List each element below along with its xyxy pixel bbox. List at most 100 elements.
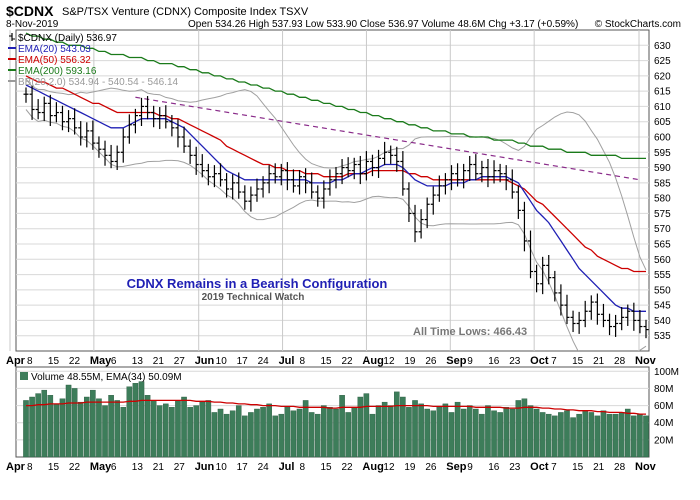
ohlc-bar <box>357 155 363 185</box>
date-tick-label: 12 <box>383 356 395 367</box>
date-tick-label: 27 <box>174 356 186 367</box>
price-tick-label: 575 <box>654 209 671 220</box>
volume-bar <box>187 407 193 458</box>
date-tick-label: 16 <box>488 462 500 473</box>
ohlc-bar <box>66 110 72 133</box>
ohlc-bar <box>613 314 619 337</box>
ohlc-bar <box>400 151 406 196</box>
ohlc-bar <box>521 201 527 252</box>
price-tick-label: 590 <box>654 163 671 174</box>
date-tick-label: 24 <box>258 462 270 473</box>
date-tick-label: 6 <box>111 356 117 367</box>
volume-bar <box>533 408 540 458</box>
trendline <box>135 96 641 181</box>
volume-bar <box>491 410 497 458</box>
volume-bar <box>406 407 412 458</box>
volume-bar <box>387 405 394 458</box>
ohlc-bar <box>145 96 151 120</box>
ohlc-bar <box>254 178 260 202</box>
date-tick-label: 19 <box>404 462 416 473</box>
volume-bar <box>150 400 157 458</box>
ohlc-bar <box>163 105 169 129</box>
ohlc-bar <box>582 300 588 328</box>
price-axis: 535 540 545 550 555 560 565 570 575 580 585 590 595 6… <box>654 41 671 342</box>
volume-bar <box>612 413 619 458</box>
price-tick-label: 535 <box>654 331 671 342</box>
price-tick-label: 560 <box>654 255 671 266</box>
ohlc-bar <box>284 162 290 191</box>
ohlc-bar <box>430 186 436 215</box>
volume-bar <box>254 408 260 458</box>
volume-bar <box>175 400 181 458</box>
volume-bar <box>96 398 102 458</box>
volume-bar <box>266 403 272 458</box>
ohlc-bar <box>157 107 163 130</box>
date-tick-label: 28 <box>614 356 626 367</box>
ohlc-bar <box>169 114 175 137</box>
date-tick-label: 15 <box>321 462 333 473</box>
date-tick-label: 13 <box>132 462 144 473</box>
date-tick-label: 15 <box>572 356 584 367</box>
volume-bar <box>272 415 278 458</box>
date-tick-label: Nov <box>635 355 657 367</box>
date-tick-label: 23 <box>509 356 521 367</box>
volume-bar <box>65 384 72 458</box>
volume-tick-label: 100M <box>654 367 679 378</box>
date-tick-label: 24 <box>258 356 270 367</box>
volume-bar <box>248 412 254 458</box>
volume-bar <box>412 400 418 458</box>
ohlc-bar <box>303 168 309 194</box>
date-tick-label: 9 <box>467 462 473 473</box>
volume-bar <box>321 405 327 458</box>
price-tick-label: 545 <box>654 301 671 312</box>
ohlc-bar <box>509 169 515 199</box>
price-tick-label: 550 <box>654 285 671 296</box>
volume-bar <box>394 391 400 458</box>
date-tick-label: 22 <box>69 462 81 473</box>
volume-bar <box>138 381 145 458</box>
headline-annotation: CDNX Remains in a Bearish Configuration <box>127 276 388 291</box>
ohlc-bar <box>297 170 303 195</box>
ohlc-bar <box>448 165 454 191</box>
volume-bar <box>71 388 78 458</box>
ohlc-bar <box>588 295 594 320</box>
volume-bar <box>454 401 461 458</box>
ohlc-bar <box>47 94 53 126</box>
ohlc-bar <box>600 303 606 328</box>
ohlc-bar <box>224 173 230 198</box>
volume-bar <box>59 398 66 458</box>
ohlc-bar <box>266 165 272 194</box>
volume-legend: Volume 48.55M, EMA(34) 50.09M <box>31 372 182 383</box>
volume-bar <box>521 398 528 458</box>
date-tick-label: Sep <box>446 461 466 473</box>
legend-entry: BB(20,2.0) 534.94 - 540.54 - 546.14 <box>8 77 179 88</box>
ohlc-bar <box>290 169 296 193</box>
volume-tick-label: 80M <box>654 384 673 395</box>
volume-bar <box>217 408 224 458</box>
price-grid <box>9 30 649 351</box>
ohlc-bar <box>388 145 394 164</box>
volume-tick-label: 40M <box>654 418 673 429</box>
ohlc-bar <box>552 270 558 302</box>
index-name: S&P/TSX Venture (CDNX) Composite Index T… <box>62 6 309 18</box>
volume-bar <box>375 405 382 458</box>
volume-bar <box>314 413 321 458</box>
volume-bar <box>473 408 479 458</box>
volume-bar <box>576 413 582 458</box>
date-tick-label: 26 <box>425 462 437 473</box>
ohlc-bar <box>631 302 637 331</box>
legend-label: $CDNX (Daily) 536.97 <box>18 33 117 44</box>
ohlc-bar <box>503 165 509 191</box>
legend-entry: $CDNX (Daily) 536.97 <box>9 33 117 44</box>
volume-bar <box>193 405 199 458</box>
volume-bar <box>229 410 236 458</box>
date-tick-label: 15 <box>48 462 60 473</box>
ohlc-bar <box>546 255 552 285</box>
volume-bar <box>53 403 60 458</box>
volume-axis: 20M 40M 60M 80M 100M <box>654 367 679 447</box>
ohlc-bar <box>442 173 448 195</box>
ohlc-bar <box>540 256 546 295</box>
volume-bar <box>460 408 467 458</box>
ohlc-bar <box>497 163 503 183</box>
price-tick-label: 625 <box>654 56 671 67</box>
